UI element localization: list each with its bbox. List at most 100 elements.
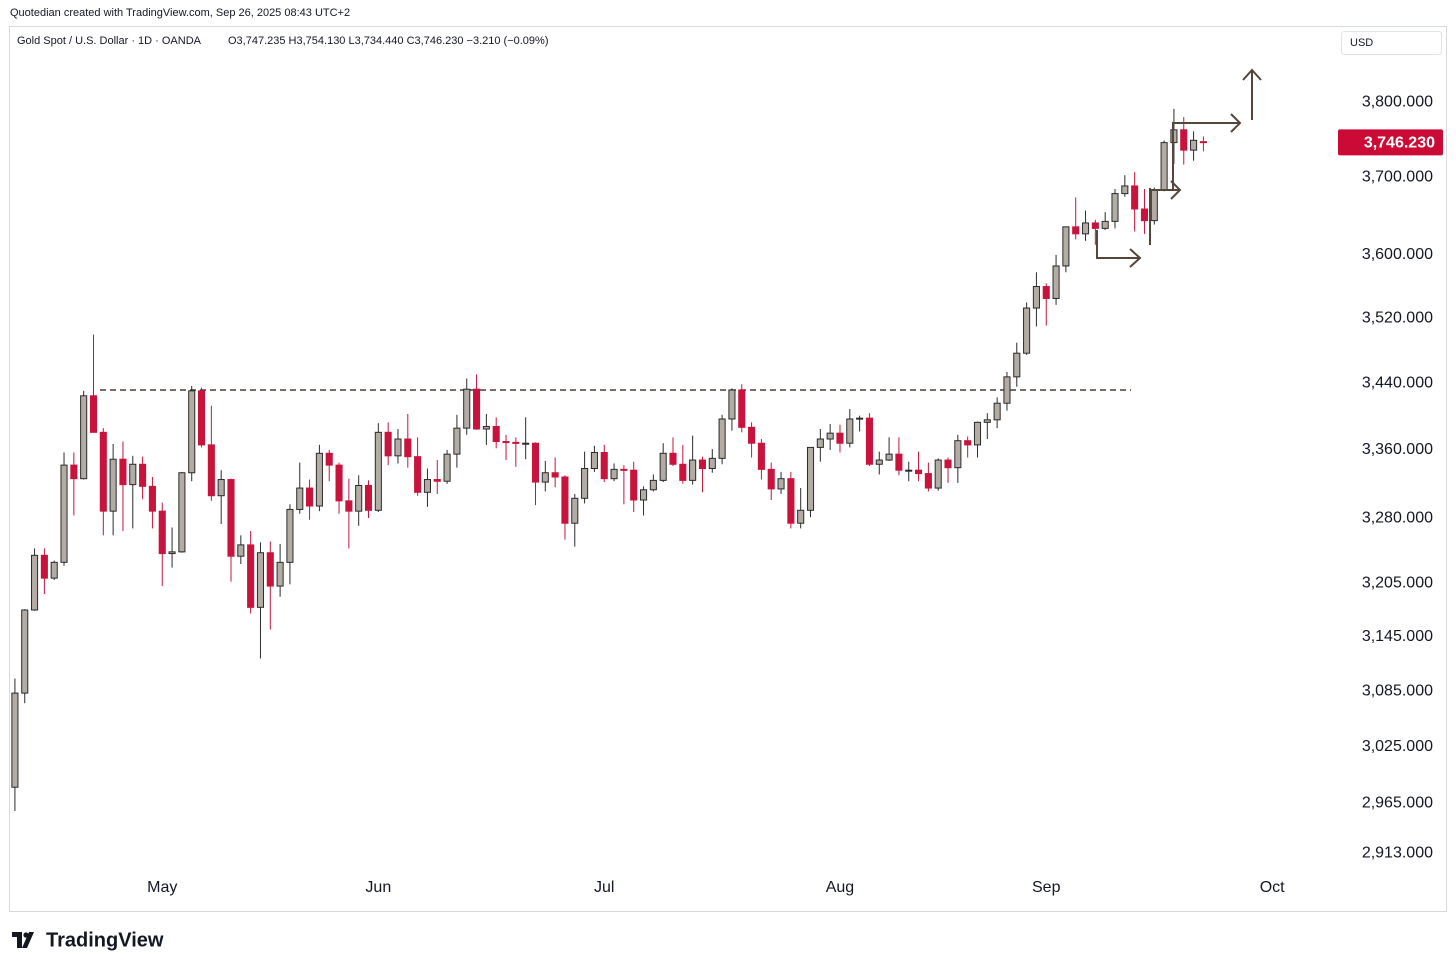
candle-body xyxy=(168,551,176,555)
candle-body xyxy=(944,459,952,469)
candle-body xyxy=(139,463,147,487)
candle-body xyxy=(600,451,608,480)
candle-body xyxy=(964,440,972,446)
plot: 2,913.000 2,965.000 3,025.000 3,085.000 3,14… xyxy=(11,93,1443,896)
candle-body xyxy=(443,453,451,482)
last-price-box xyxy=(1338,129,1443,156)
chart-frame xyxy=(9,26,1447,912)
candle-body xyxy=(993,402,1001,421)
candle-body xyxy=(1160,142,1168,191)
candle-body xyxy=(630,469,638,501)
candle-body xyxy=(148,485,156,512)
candle-body xyxy=(698,459,707,470)
ohlc-readout: O3,747.235 H3,754.130 L3,734.440 C3,746.… xyxy=(228,35,548,47)
candle-body xyxy=(590,451,598,470)
candle-body xyxy=(276,561,284,587)
candle-body xyxy=(865,417,873,465)
last-price-label: 3,746.230 xyxy=(1364,135,1435,152)
candle-body xyxy=(581,468,589,499)
candle-body xyxy=(551,472,559,478)
candle-body xyxy=(1091,222,1099,229)
y-tick-label: 3,205.000 xyxy=(1362,575,1433,592)
candle-body xyxy=(345,500,353,512)
arrow xyxy=(1242,68,1262,120)
candle-body xyxy=(237,544,245,557)
annotations xyxy=(1096,68,1262,268)
arrow xyxy=(1096,230,1142,268)
candle-body xyxy=(60,464,68,563)
candle-body xyxy=(522,442,530,445)
candle-body xyxy=(404,438,412,458)
candle-body xyxy=(767,468,775,490)
candle-body xyxy=(708,457,716,470)
candle-body xyxy=(70,464,78,480)
candle-body xyxy=(836,432,844,444)
candle-body xyxy=(1190,139,1198,151)
candle-body xyxy=(1013,352,1021,378)
candle-body xyxy=(806,446,815,511)
candle-body xyxy=(188,390,196,474)
candle-body xyxy=(1131,185,1139,210)
candle-body xyxy=(541,472,549,483)
candle-body xyxy=(1023,307,1031,354)
candle-body xyxy=(217,479,225,497)
candle-body xyxy=(669,452,677,465)
candle-body xyxy=(531,442,540,483)
candle-body xyxy=(158,510,166,555)
x-tick-label: May xyxy=(147,879,177,896)
arrow xyxy=(1172,113,1242,190)
candle-body xyxy=(1199,141,1207,144)
candle-body xyxy=(463,388,471,429)
currency-box[interactable] xyxy=(1341,31,1442,55)
y-tick-label: 3,280.000 xyxy=(1362,509,1433,526)
candle-body xyxy=(728,389,736,420)
candle-body xyxy=(954,440,962,469)
candle-body xyxy=(119,458,127,486)
y-tick-label: 3,700.000 xyxy=(1362,169,1433,186)
candle-body xyxy=(561,476,569,524)
x-tick-label: Aug xyxy=(826,879,854,896)
candle-body xyxy=(453,427,461,455)
x-tick-label: Jul xyxy=(594,879,614,896)
candle-body xyxy=(1052,265,1060,299)
candle-body xyxy=(1140,208,1149,222)
y-tick-label: 3,800.000 xyxy=(1362,93,1433,110)
candle-body xyxy=(482,425,490,430)
candle-body xyxy=(885,453,893,461)
candle-body xyxy=(934,459,942,489)
candle-body xyxy=(80,395,88,480)
y-tick-label: 2,965.000 xyxy=(1362,795,1433,812)
candle-body xyxy=(924,473,932,489)
brand: TradingView xyxy=(46,929,164,951)
candle-body xyxy=(757,442,765,470)
y-tick-label: 2,913.000 xyxy=(1362,845,1433,862)
x-tick-label: Oct xyxy=(1260,879,1285,896)
candle-body xyxy=(129,463,137,486)
candle-body xyxy=(639,489,648,501)
candle-body xyxy=(296,487,304,510)
candle-body xyxy=(286,508,294,563)
y-tick-label: 3,440.000 xyxy=(1362,375,1433,392)
candle-body xyxy=(325,452,333,466)
candle-body xyxy=(649,479,657,491)
candle-body xyxy=(1062,226,1070,267)
candle-body xyxy=(492,425,500,443)
candle-body xyxy=(433,479,441,482)
candle-body xyxy=(89,395,98,433)
candle-body xyxy=(21,609,29,694)
candle-body xyxy=(905,469,913,472)
candle-body xyxy=(659,452,667,481)
candle-body xyxy=(915,469,923,475)
candle-body xyxy=(227,479,235,557)
logo-dot xyxy=(23,932,29,938)
candle-body xyxy=(364,484,373,511)
candle-body xyxy=(99,431,107,512)
candle-body xyxy=(197,390,206,446)
candle-body xyxy=(679,463,687,481)
candle-body xyxy=(856,417,864,420)
y-tick-label: 3,360.000 xyxy=(1362,441,1433,458)
y-tick-label: 3,520.000 xyxy=(1362,310,1433,327)
candle-body xyxy=(875,459,883,465)
